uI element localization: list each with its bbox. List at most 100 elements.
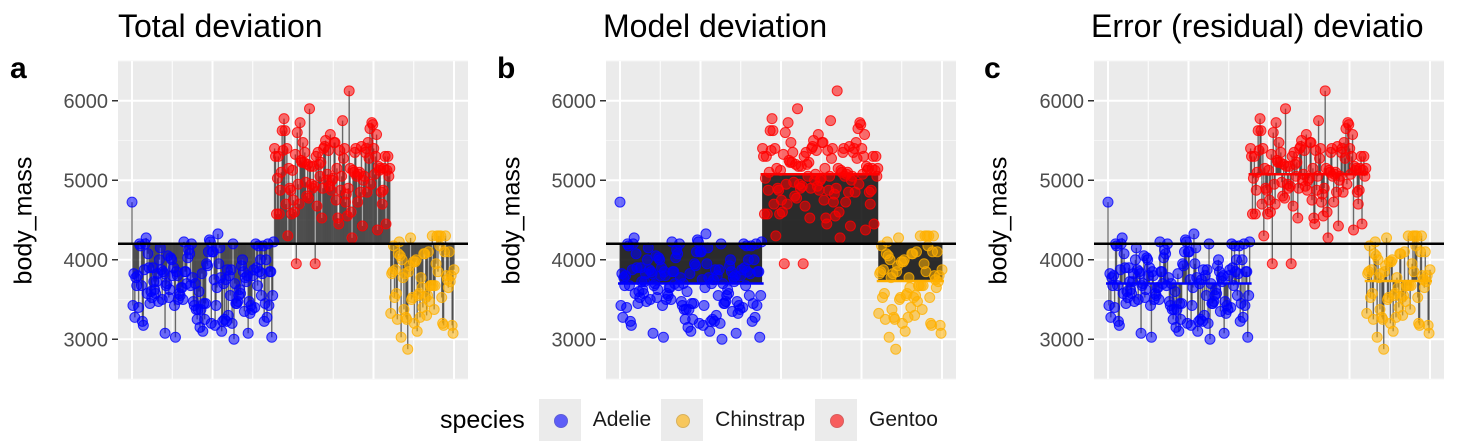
data-point-adelie <box>1212 254 1224 266</box>
data-point-gentoo <box>767 125 779 137</box>
data-point-chinstrap <box>429 280 441 292</box>
y-tick-label: 4000 <box>1040 250 1085 272</box>
data-point-gentoo <box>338 142 350 154</box>
data-point-adelie <box>193 286 205 298</box>
y-tick-label: 3000 <box>64 329 109 351</box>
legend-label-gentoo: Gentoo <box>869 408 938 431</box>
data-point-adelie <box>1236 254 1248 266</box>
legend-key-adelie <box>538 399 581 441</box>
data-point-gentoo <box>384 162 396 174</box>
data-point-chinstrap <box>1404 303 1416 315</box>
data-point-gentoo <box>1343 119 1355 131</box>
data-point-adelie <box>142 248 154 260</box>
data-point-gentoo <box>1269 198 1281 210</box>
data-point-adelie <box>1188 228 1200 240</box>
data-point-adelie <box>657 331 669 343</box>
y-tick-label: 5000 <box>1040 170 1085 192</box>
data-point-gentoo <box>309 258 321 270</box>
y-axis-label: body_mass <box>9 156 38 285</box>
data-point-gentoo <box>330 194 342 206</box>
data-point-adelie <box>716 333 728 345</box>
data-point-gentoo <box>1306 194 1318 206</box>
data-point-gentoo <box>377 184 389 196</box>
data-point-chinstrap <box>1399 295 1411 307</box>
data-point-adelie <box>1116 232 1128 244</box>
data-point-gentoo <box>1257 142 1269 154</box>
data-point-adelie <box>700 228 712 240</box>
plot-panel: 3000 4000 5000 6000 <box>1040 60 1444 380</box>
data-point-chinstrap <box>448 264 460 276</box>
data-point-gentoo <box>840 196 852 208</box>
data-point-adelie <box>614 196 626 208</box>
data-point-chinstrap <box>928 230 940 242</box>
data-point-chinstrap <box>936 264 948 276</box>
data-point-adelie <box>1244 236 1256 248</box>
data-point-chinstrap <box>890 343 902 355</box>
data-point-gentoo <box>797 258 809 270</box>
data-point-gentoo <box>1356 218 1368 230</box>
data-point-adelie <box>690 260 702 272</box>
panel-tag: b <box>497 52 516 85</box>
data-point-adelie <box>753 266 765 278</box>
legend-title: species <box>440 405 525 434</box>
data-point-gentoo <box>1273 136 1285 148</box>
data-point-gentoo <box>333 218 345 230</box>
data-point-chinstrap <box>1387 325 1399 337</box>
data-point-chinstrap <box>1412 292 1424 304</box>
data-point-gentoo <box>859 129 871 141</box>
data-point-adelie <box>249 301 261 313</box>
data-point-chinstrap <box>395 331 407 343</box>
data-point-gentoo <box>297 136 309 148</box>
y-tick-label: 6000 <box>1040 91 1085 113</box>
legend-label-adelie: Adelie <box>592 408 652 431</box>
data-point-gentoo <box>291 127 303 139</box>
data-point-gentoo <box>336 170 348 182</box>
legend-item-adelie: Adelie <box>538 399 652 441</box>
data-point-adelie <box>713 264 725 276</box>
data-point-chinstrap <box>390 288 402 300</box>
data-point-gentoo <box>830 182 842 194</box>
data-point-adelie <box>681 286 693 298</box>
data-point-adelie <box>1186 299 1198 311</box>
data-point-adelie <box>213 258 225 270</box>
data-point-gentoo <box>371 129 383 141</box>
data-point-gentoo <box>834 232 846 244</box>
data-point-gentoo <box>766 113 778 125</box>
data-point-gentoo <box>1280 103 1292 115</box>
data-point-adelie <box>1225 301 1237 313</box>
data-point-gentoo <box>294 117 306 129</box>
data-point-gentoo <box>1249 208 1261 220</box>
data-point-gentoo <box>285 184 297 196</box>
data-point-adelie <box>1202 317 1214 329</box>
data-point-gentoo <box>290 258 302 270</box>
data-point-chinstrap <box>1378 343 1390 355</box>
data-point-adelie <box>235 288 247 300</box>
data-point-chinstrap <box>405 232 417 244</box>
data-point-adelie <box>267 290 279 302</box>
data-point-adelie <box>260 254 272 266</box>
data-point-adelie <box>210 299 222 311</box>
data-point-adelie <box>1237 311 1249 323</box>
data-point-chinstrap <box>893 232 905 244</box>
panel-title: Error (residual) deviatio <box>1091 8 1424 44</box>
data-point-gentoo <box>1312 170 1324 182</box>
data-point-gentoo <box>782 117 794 129</box>
data-point-gentoo <box>311 200 323 212</box>
y-tick-label: 5000 <box>552 170 597 192</box>
data-point-chinstrap <box>1423 327 1435 339</box>
data-point-adelie <box>1173 325 1185 337</box>
data-point-gentoo <box>1360 162 1372 174</box>
data-point-chinstrap <box>415 272 427 284</box>
y-tick-label: 6000 <box>64 91 109 113</box>
data-point-chinstrap <box>898 254 910 266</box>
data-point-chinstrap <box>1399 246 1411 258</box>
data-point-gentoo <box>779 127 791 139</box>
data-point-chinstrap <box>883 331 895 343</box>
data-point-chinstrap <box>1371 331 1383 343</box>
data-point-gentoo <box>1314 142 1326 154</box>
data-point-gentoo <box>1352 198 1364 210</box>
data-point-gentoo <box>1358 150 1370 162</box>
data-point-gentoo <box>1347 129 1359 141</box>
data-point-chinstrap <box>911 295 923 307</box>
data-point-adelie <box>628 232 640 244</box>
